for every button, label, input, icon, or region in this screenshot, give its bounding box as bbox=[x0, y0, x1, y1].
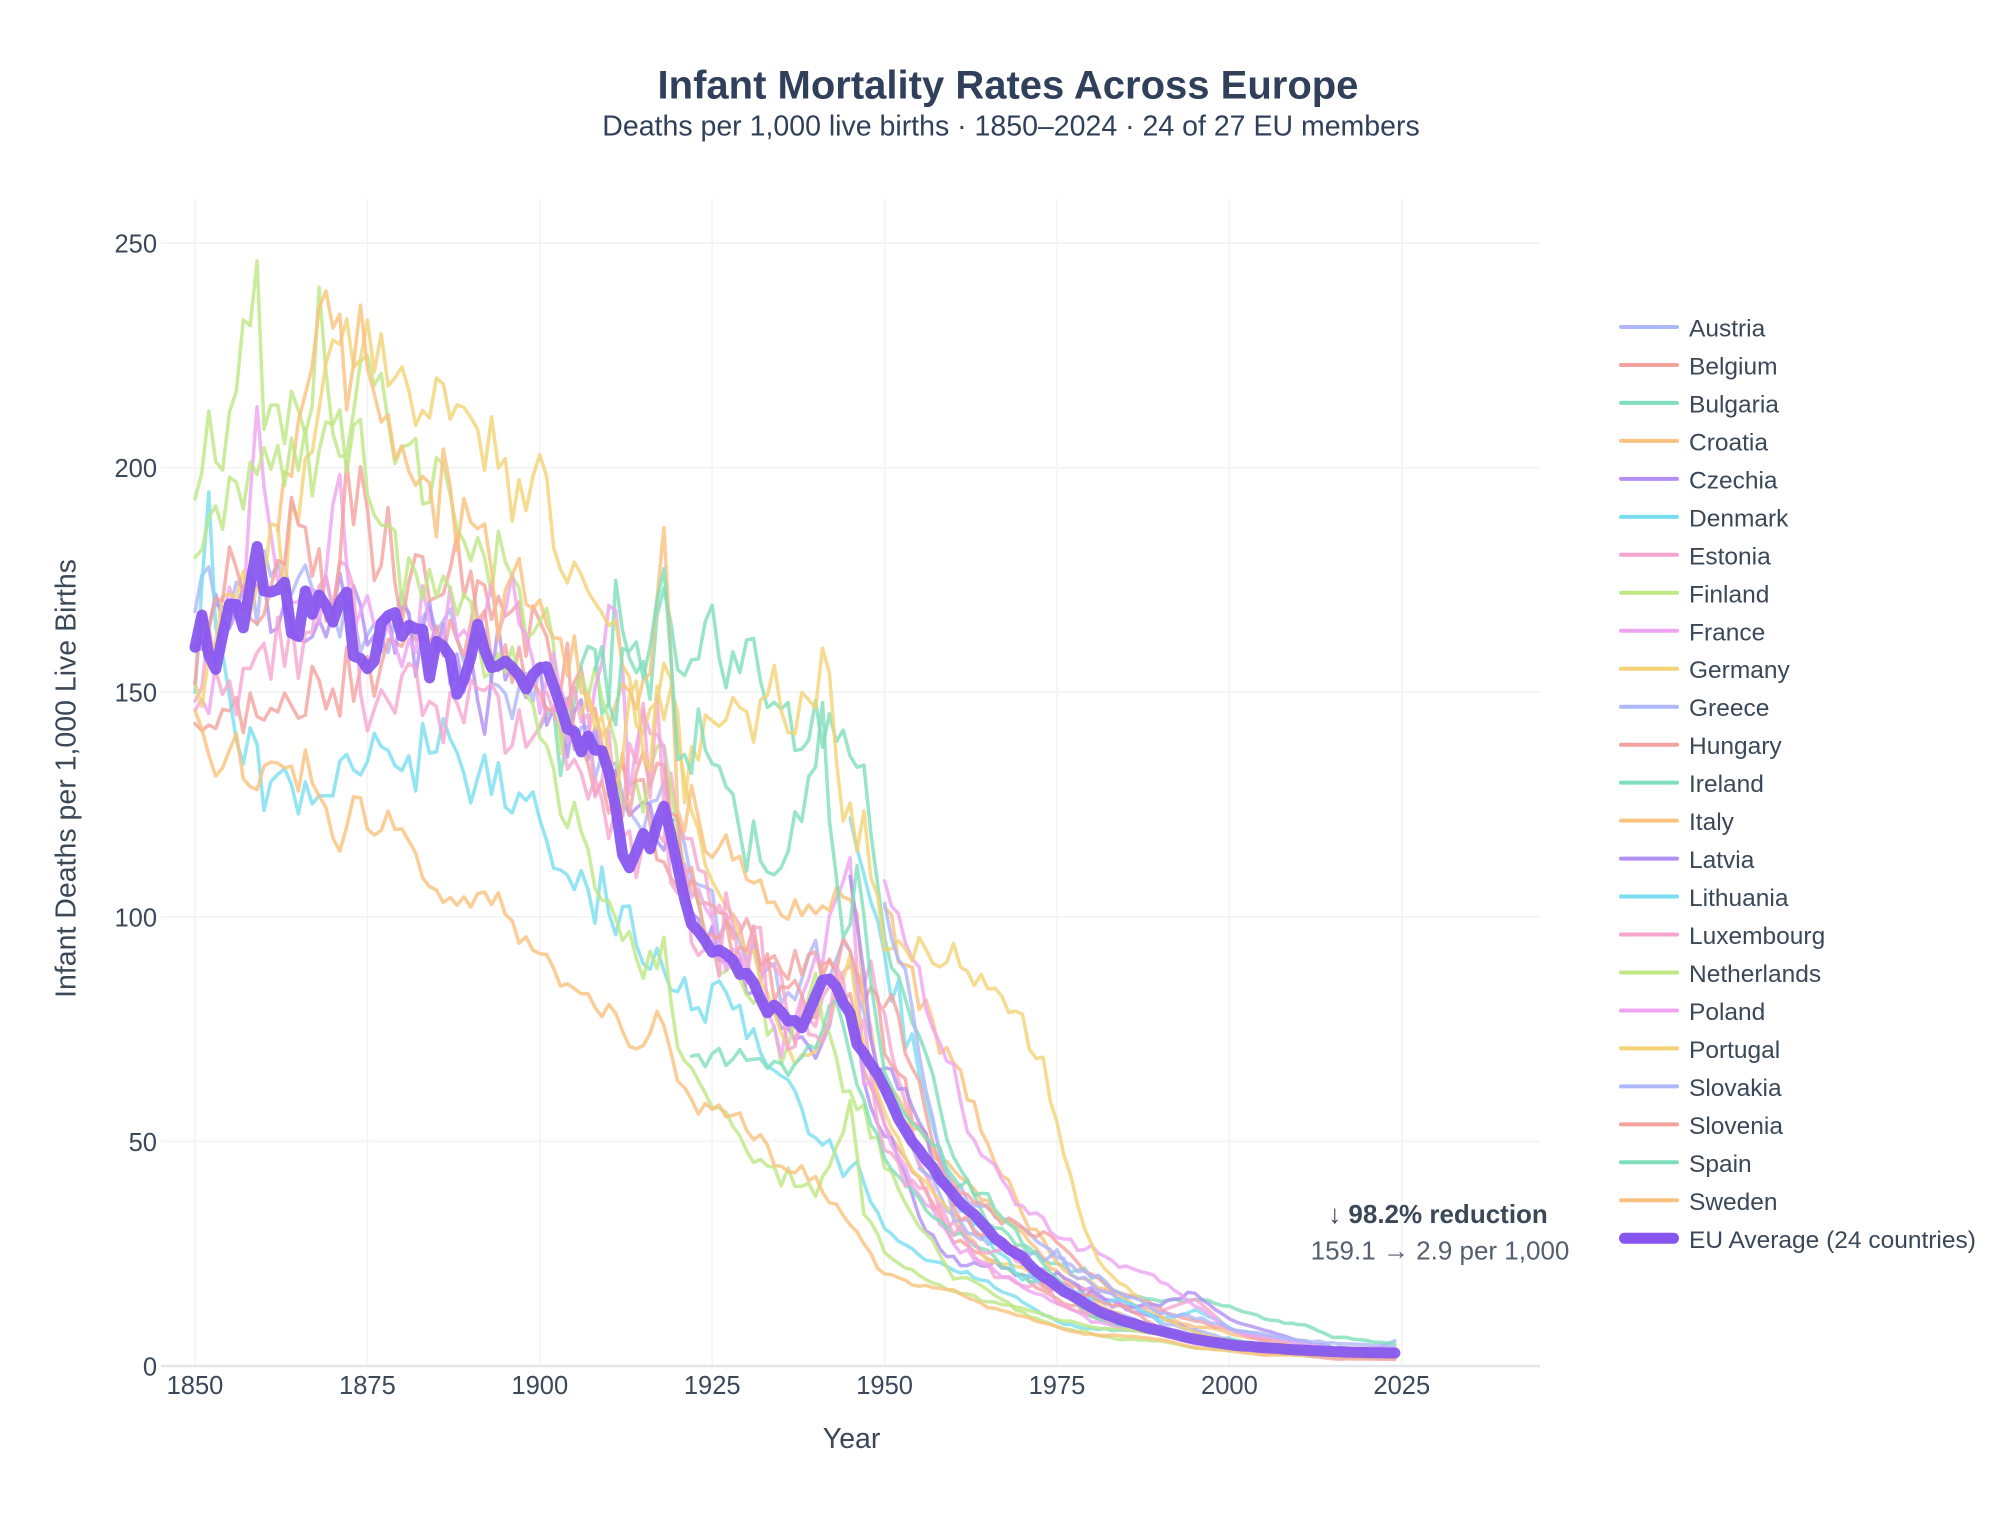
svg-text:159.1 → 2.9 per 1,000: 159.1 → 2.9 per 1,000 bbox=[1311, 1236, 1570, 1266]
svg-text:150: 150 bbox=[114, 680, 157, 708]
svg-text:Portugal: Portugal bbox=[1689, 1037, 1780, 1064]
svg-text:Austria: Austria bbox=[1689, 316, 1766, 343]
svg-text:Finland: Finland bbox=[1689, 581, 1769, 608]
svg-text:2025: 2025 bbox=[1373, 1372, 1430, 1400]
svg-text:Denmark: Denmark bbox=[1689, 505, 1789, 532]
svg-text:France: France bbox=[1689, 619, 1765, 646]
svg-text:Croatia: Croatia bbox=[1689, 429, 1768, 456]
svg-text:100: 100 bbox=[114, 904, 157, 932]
svg-text:↓ 98.2% reduction: ↓ 98.2% reduction bbox=[1328, 1199, 1548, 1229]
svg-text:1900: 1900 bbox=[511, 1372, 568, 1400]
svg-text:Belgium: Belgium bbox=[1689, 354, 1778, 381]
svg-text:1975: 1975 bbox=[1029, 1372, 1086, 1400]
svg-text:Germany: Germany bbox=[1689, 657, 1791, 684]
svg-text:Sweden: Sweden bbox=[1689, 1189, 1778, 1216]
svg-text:Poland: Poland bbox=[1689, 999, 1765, 1026]
svg-text:Bulgaria: Bulgaria bbox=[1689, 391, 1779, 418]
svg-text:250: 250 bbox=[114, 231, 157, 259]
svg-text:Deaths per 1,000 live births ·: Deaths per 1,000 live births · 1850–2024… bbox=[602, 111, 1419, 143]
svg-text:Slovenia: Slovenia bbox=[1689, 1113, 1783, 1140]
svg-text:1875: 1875 bbox=[339, 1372, 396, 1400]
svg-text:Latvia: Latvia bbox=[1689, 847, 1755, 874]
svg-text:Lithuania: Lithuania bbox=[1689, 885, 1789, 912]
svg-text:Year: Year bbox=[823, 1423, 881, 1455]
svg-text:EU Average (24 countries): EU Average (24 countries) bbox=[1689, 1227, 1976, 1254]
svg-text:1925: 1925 bbox=[684, 1372, 741, 1400]
svg-text:Netherlands: Netherlands bbox=[1689, 961, 1821, 988]
svg-text:0: 0 bbox=[143, 1354, 157, 1382]
svg-text:Luxembourg: Luxembourg bbox=[1689, 923, 1825, 950]
svg-text:1950: 1950 bbox=[856, 1372, 913, 1400]
svg-text:50: 50 bbox=[129, 1129, 157, 1157]
svg-text:1850: 1850 bbox=[167, 1372, 224, 1400]
svg-text:200: 200 bbox=[114, 455, 157, 483]
svg-text:Slovakia: Slovakia bbox=[1689, 1075, 1782, 1102]
svg-text:Italy: Italy bbox=[1689, 809, 1735, 836]
svg-text:Infant Deaths per 1,000 Live B: Infant Deaths per 1,000 Live Births bbox=[51, 559, 83, 998]
svg-text:2000: 2000 bbox=[1201, 1372, 1258, 1400]
svg-text:Spain: Spain bbox=[1689, 1151, 1752, 1178]
svg-text:Czechia: Czechia bbox=[1689, 467, 1778, 494]
svg-text:Greece: Greece bbox=[1689, 695, 1769, 722]
svg-text:Estonia: Estonia bbox=[1689, 543, 1771, 570]
svg-text:Ireland: Ireland bbox=[1689, 771, 1764, 798]
svg-text:Infant Mortality Rates Across: Infant Mortality Rates Across Europe bbox=[658, 64, 1359, 108]
svg-text:Hungary: Hungary bbox=[1689, 733, 1782, 760]
